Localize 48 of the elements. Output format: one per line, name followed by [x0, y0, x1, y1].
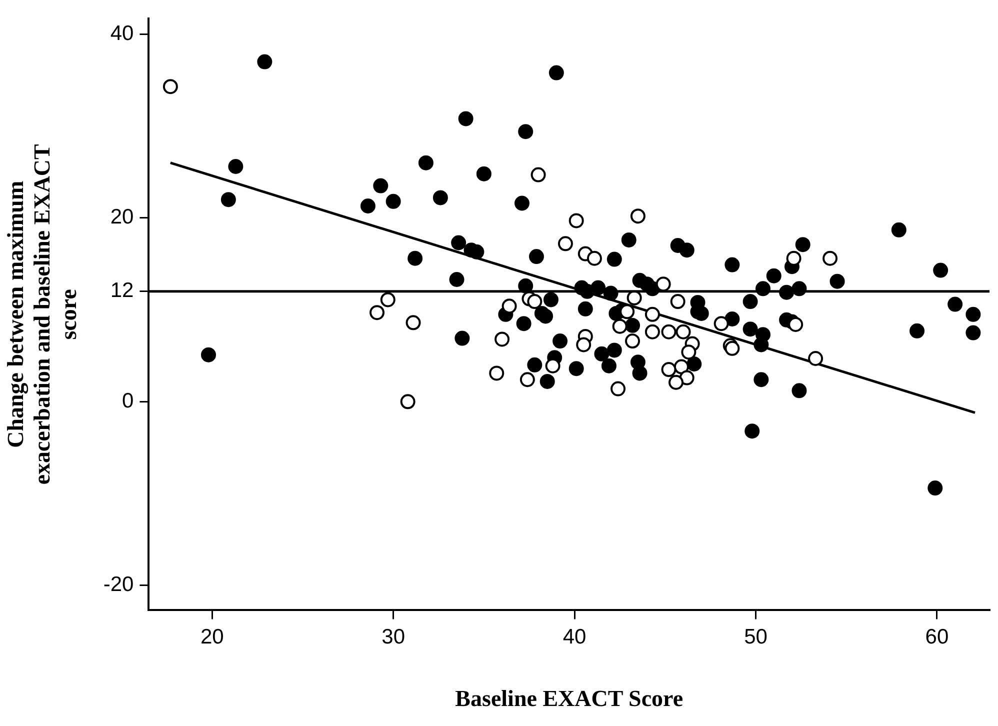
point: [520, 372, 535, 388]
point: [670, 294, 686, 310]
y-tick-label: 12: [110, 279, 134, 302]
point: [668, 374, 684, 390]
point: [494, 332, 510, 347]
y-tick-label: 20: [110, 206, 134, 229]
y-tick-label: -20: [103, 573, 134, 596]
point: [527, 294, 542, 310]
point: [714, 316, 729, 332]
point: [558, 236, 573, 252]
point: [162, 79, 178, 94]
x-tick-label: 50: [744, 626, 768, 649]
point: [786, 250, 802, 266]
point: [626, 290, 642, 306]
point: [610, 381, 626, 396]
x-tick-label: 20: [200, 626, 224, 649]
point: [676, 324, 691, 340]
point: [661, 324, 676, 340]
x-tick-label: 40: [562, 626, 586, 649]
point: [661, 362, 676, 378]
point: [502, 298, 517, 314]
point: [822, 250, 838, 266]
point: [625, 334, 640, 349]
x-tick-label: 30: [382, 626, 406, 649]
point: [370, 305, 385, 320]
x-axis-title: Baseline EXACT Score: [455, 686, 684, 712]
point: [576, 337, 592, 352]
point: [380, 292, 396, 308]
point: [489, 366, 504, 381]
point: [644, 324, 660, 340]
point: [568, 213, 584, 228]
point: [586, 250, 602, 266]
point: [545, 358, 560, 374]
point: [788, 317, 804, 332]
y-axis-title: Change between maximum exacerbation and baseline EXACT score: [3, 144, 82, 485]
y-tick-label: 0: [122, 389, 134, 412]
point: [681, 344, 696, 360]
point: [406, 315, 421, 330]
point: [644, 306, 660, 322]
x-tick-label: 60: [925, 626, 949, 649]
point: [400, 394, 416, 410]
point: [612, 318, 628, 334]
point: [620, 304, 635, 320]
point: [656, 276, 671, 292]
y-tick-label: 40: [110, 22, 134, 46]
point: [530, 167, 546, 182]
point: [630, 208, 646, 224]
point: [808, 350, 824, 366]
